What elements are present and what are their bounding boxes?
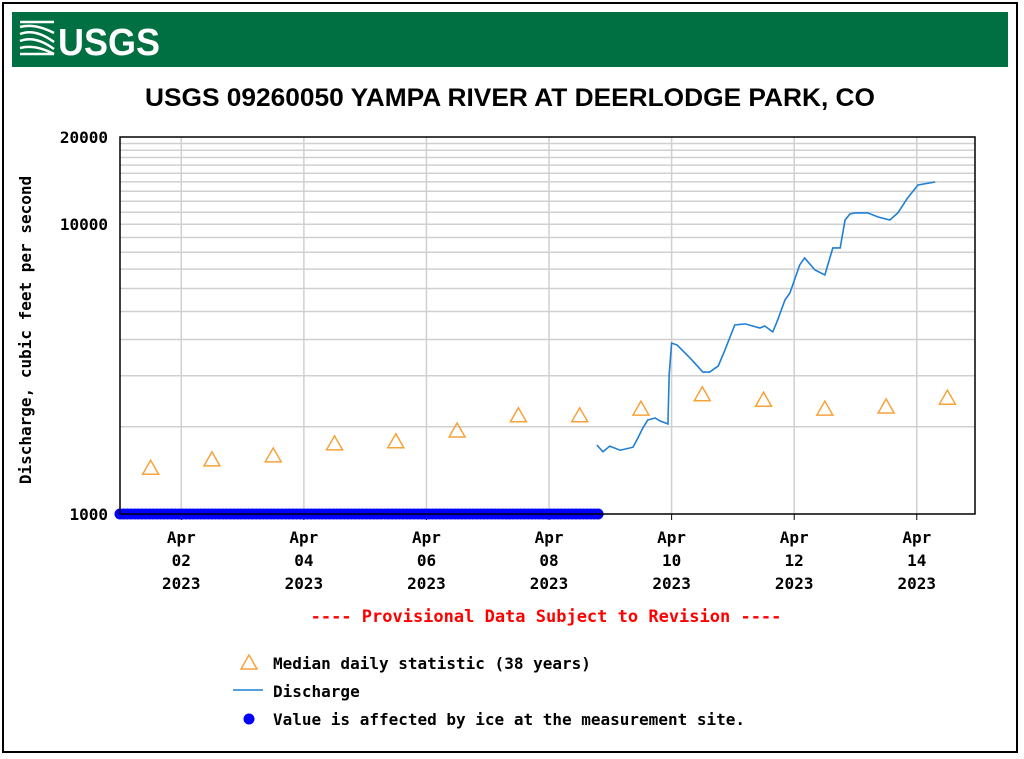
chart-title: USGS 09260050 YAMPA RIVER AT DEERLODGE P… (145, 84, 875, 112)
x-tick-label-year: 2023 (162, 574, 201, 593)
legend-median: Median daily statistic (38 years) (273, 654, 591, 673)
median-triangle (692, 385, 712, 402)
median-triangle (386, 432, 406, 449)
x-tick-label-month: Apr (780, 528, 809, 547)
y-tick-10000: 10000 (60, 215, 108, 234)
y-tick-20000: 20000 (60, 128, 108, 147)
x-tick-label-year: 2023 (775, 574, 814, 593)
legend-discharge: Discharge (273, 682, 360, 701)
median-triangle (141, 458, 160, 475)
median-triangle (447, 421, 467, 438)
legend: Median daily statistic (38 years) Discha… (233, 653, 745, 729)
logo-text: USGS (58, 22, 160, 64)
x-tick-label-date: 10 (662, 551, 681, 570)
grid (120, 137, 975, 520)
x-tick-label-date: 12 (785, 551, 804, 570)
legend-triangle-icon (239, 653, 259, 670)
median-triangle (754, 390, 773, 407)
median-triangle (938, 388, 957, 405)
x-tick-label-date: 14 (907, 551, 926, 570)
usgs-banner (12, 12, 1008, 67)
median-triangle (509, 406, 528, 423)
median-triangle (263, 446, 283, 463)
provisional-notice: ---- Provisional Data Subject to Revisio… (311, 607, 782, 627)
y-axis-label: Discharge, cubic feet per second (16, 176, 35, 484)
legend-ice: Value is affected by ice at the measurem… (273, 710, 745, 729)
x-tick-label-year: 2023 (652, 574, 691, 593)
usgs-wave-icon (19, 20, 55, 56)
median-triangle (815, 399, 835, 416)
x-tick-labels: Apr 02 2023 Apr 04 2023 Apr 06 2023 Apr 08 2023 Apr 1… (162, 528, 936, 593)
x-tick-label-date: 08 (539, 551, 558, 570)
x-tick-label-month: Apr (167, 528, 196, 547)
median-triangle (202, 450, 222, 467)
x-tick-label-date: 04 (294, 551, 313, 570)
median-triangle (631, 399, 651, 416)
median-triangle (570, 406, 589, 423)
usgs-logo: USGS (19, 20, 160, 64)
median-triangle (325, 434, 344, 451)
x-tick-label-year: 2023 (898, 574, 937, 593)
x-tick-label-date: 06 (417, 551, 436, 570)
x-tick-label-year: 2023 (530, 574, 569, 593)
y-tick-1000: 1000 (69, 505, 108, 524)
x-tick-label-date: 02 (172, 551, 191, 570)
x-tick-label-year: 2023 (407, 574, 446, 593)
median-triangle (876, 397, 896, 414)
x-tick-label-month: Apr (657, 528, 686, 547)
x-tick-label-year: 2023 (285, 574, 324, 593)
x-tick-label-month: Apr (535, 528, 564, 547)
x-tick-label-month: Apr (412, 528, 441, 547)
x-tick-label-month: Apr (289, 528, 318, 547)
discharge-line (596, 181, 936, 453)
x-tick-label-month: Apr (902, 528, 931, 547)
plot-area (119, 136, 976, 515)
legend-ice-dot-icon (243, 713, 255, 725)
